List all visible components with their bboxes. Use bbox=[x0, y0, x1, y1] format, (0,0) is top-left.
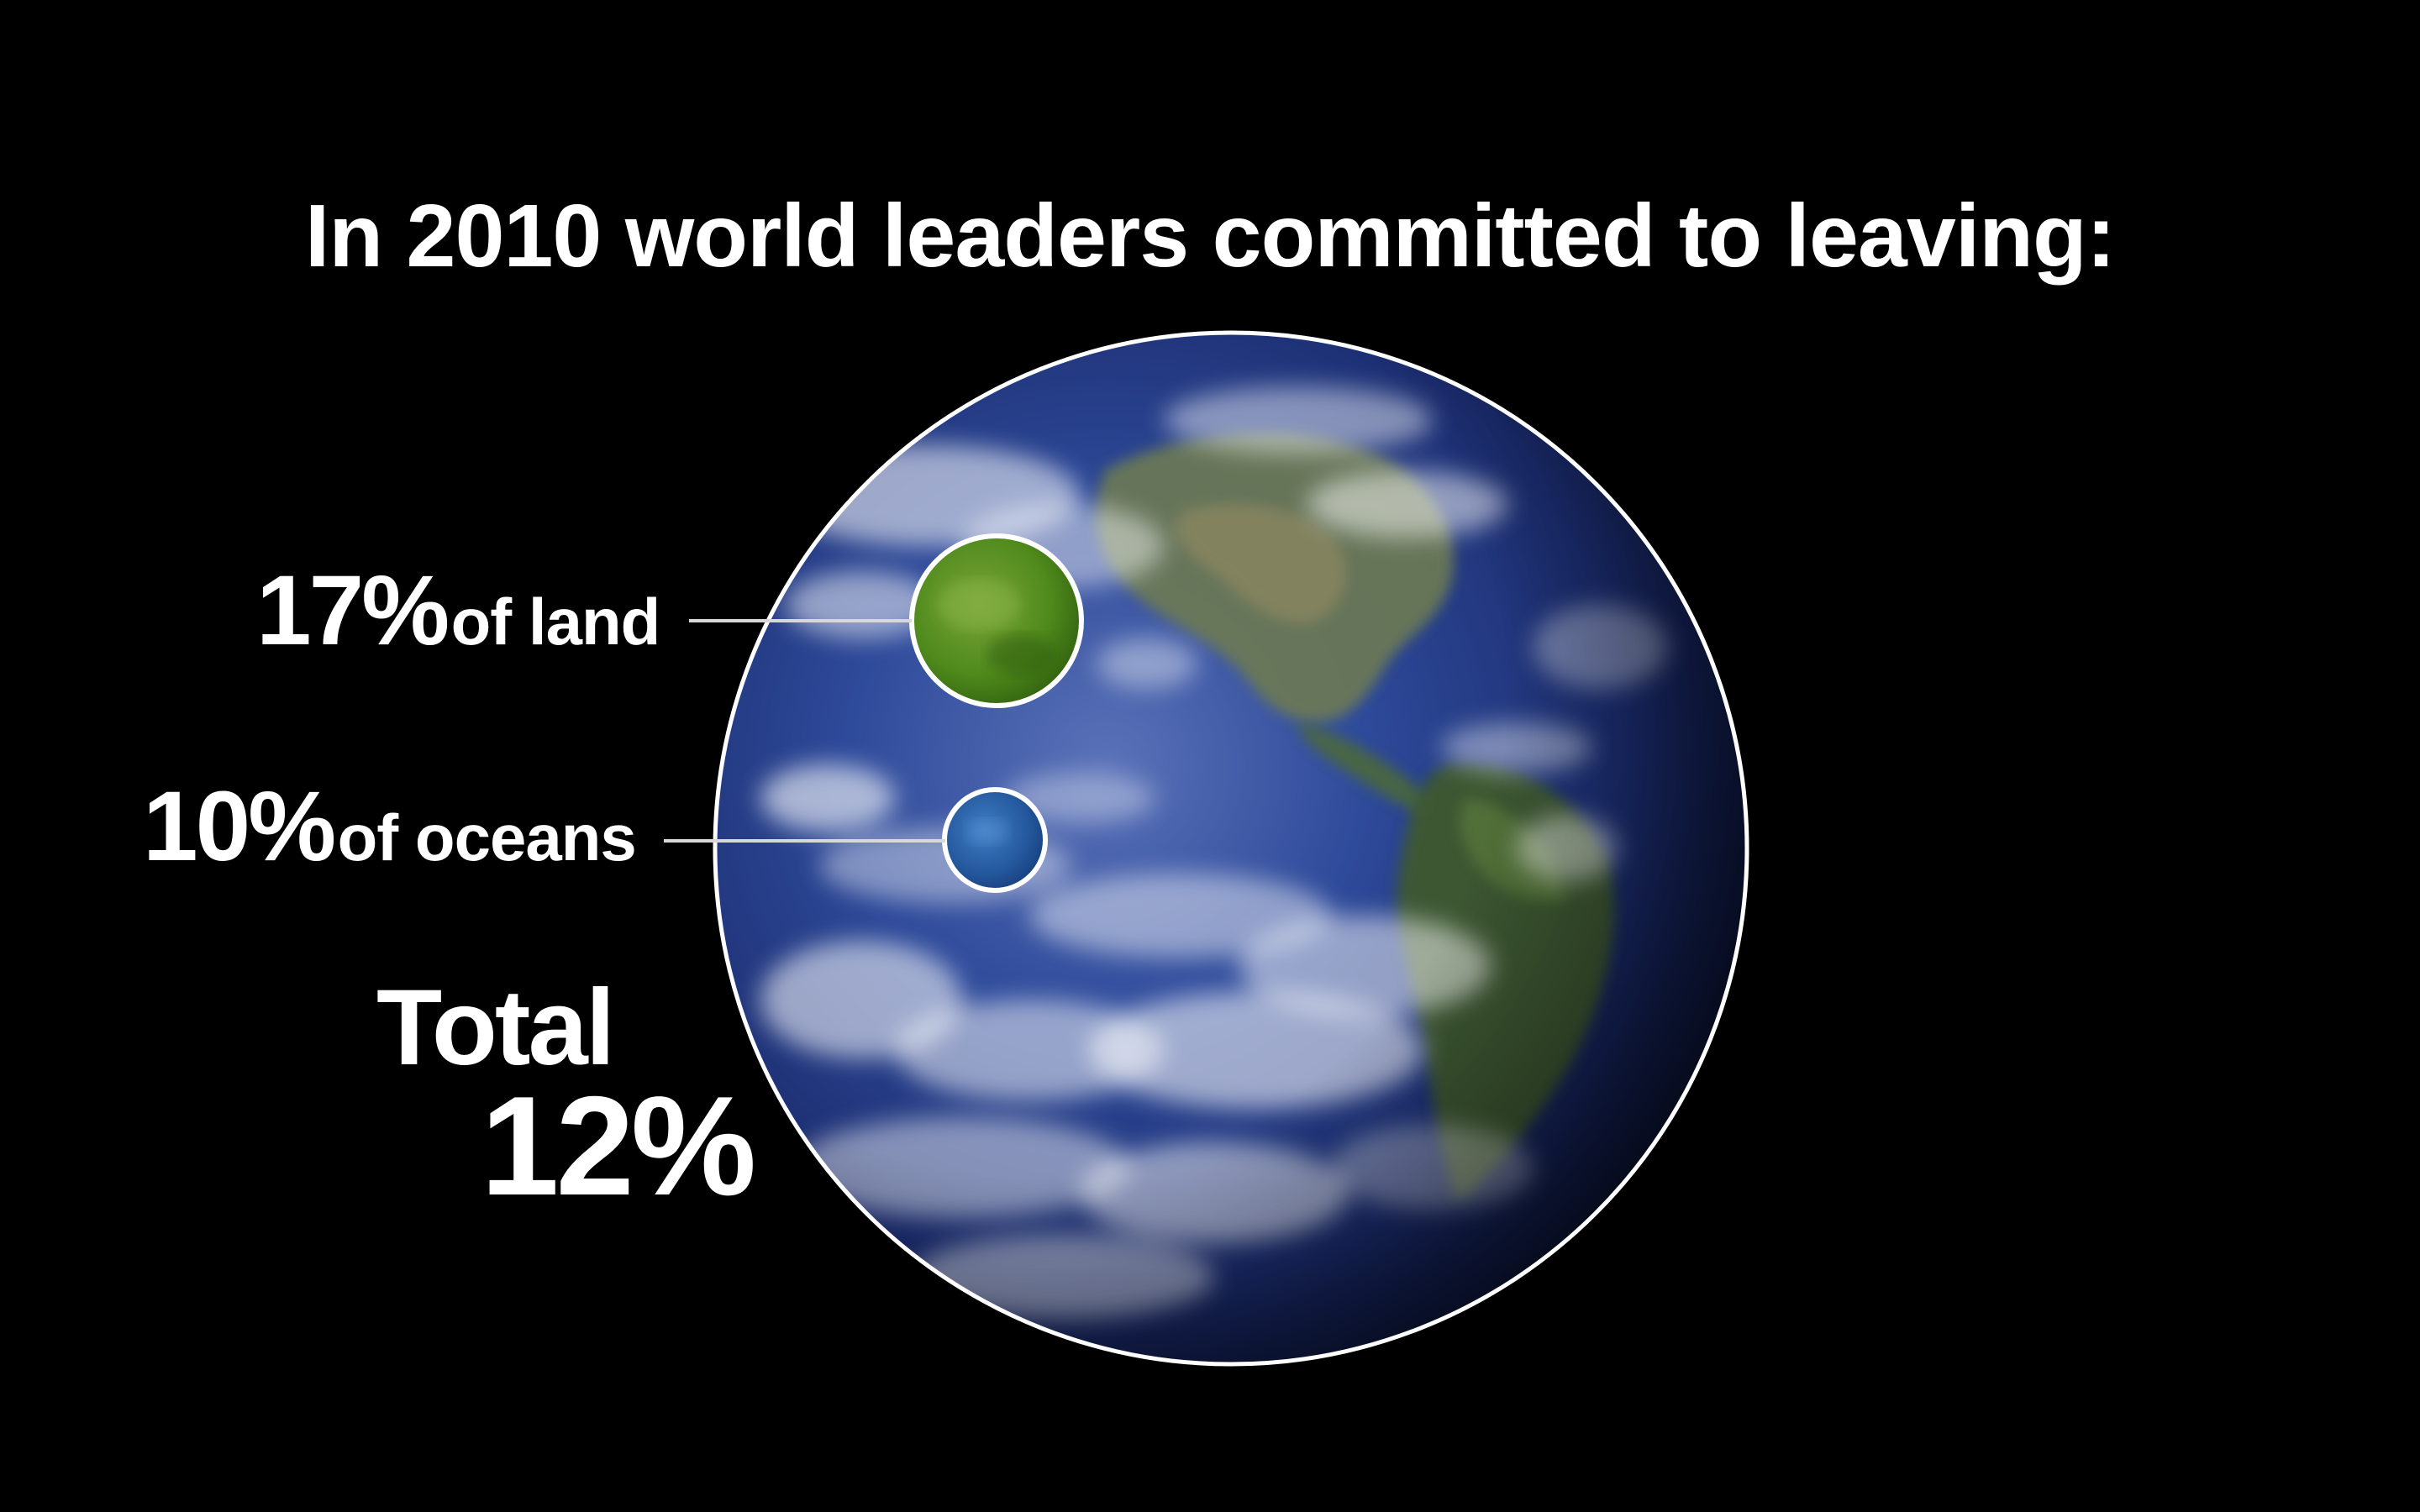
ocean-leader-line bbox=[664, 839, 945, 843]
land-marker bbox=[909, 533, 1084, 708]
earth-globe-svg bbox=[713, 330, 1749, 1367]
land-leader-line bbox=[689, 619, 912, 622]
total-value: 12% bbox=[481, 1067, 756, 1225]
ocean-callout: 10% of oceans bbox=[143, 777, 637, 876]
ocean-marker bbox=[942, 787, 1048, 893]
land-callout: 17% of land bbox=[256, 561, 660, 660]
total-label: Total bbox=[376, 968, 615, 1088]
slide-title: In 2010 world leaders committed to leavi… bbox=[304, 186, 2116, 286]
earth-globe-image bbox=[710, 328, 1752, 1369]
globe-outline bbox=[713, 330, 1749, 1367]
ocean-percent: 10% bbox=[143, 771, 336, 882]
land-label: of land bbox=[450, 585, 661, 659]
ocean-label: of oceans bbox=[337, 801, 637, 874]
land-percent: 17% bbox=[256, 555, 450, 666]
